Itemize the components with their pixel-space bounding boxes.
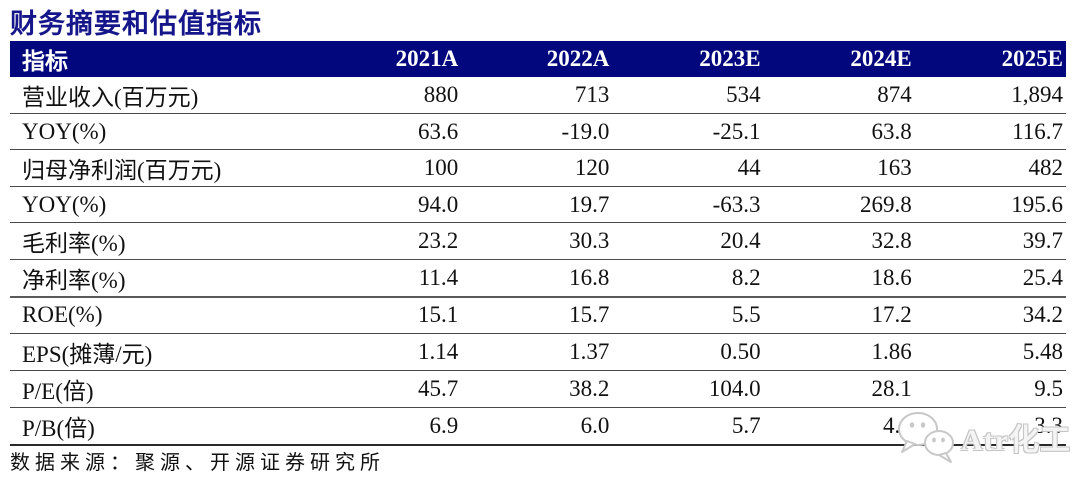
value-cell: 120 (461, 149, 613, 187)
value-cell: 1.14 (310, 333, 462, 371)
row-label-cell: 净利率(%) (10, 259, 310, 298)
value-cell: 5.5 (612, 297, 764, 334)
value-cell: 63.8 (763, 113, 915, 150)
value-cell: 874 (763, 77, 915, 114)
row-label-cell: YOY(%) (10, 186, 310, 223)
row-label-cell: EPS(摊薄/元) (10, 333, 310, 371)
page-title: 财务摘要和估值指标 (10, 9, 262, 39)
value-cell: 20.4 (612, 222, 764, 260)
value-cell: 17.2 (763, 297, 915, 334)
data-source: 数据来源：聚源、开源证券研究所 (10, 452, 385, 474)
table-row: 毛利率(%) 23.2 30.3 20.4 32.8 39.7 (10, 222, 1066, 260)
table-row: EPS(摊薄/元) 1.14 1.37 0.50 1.86 5.48 (10, 333, 1066, 371)
row-label-cell: 营业收入(百万元) (10, 77, 310, 114)
table-row: P/E(倍) 45.7 38.2 104.0 28.1 9.5 (10, 370, 1066, 408)
row-label-cell: YOY(%) (10, 113, 310, 150)
value-cell: 63.6 (310, 113, 462, 150)
value-cell: 9.5 (914, 370, 1066, 408)
value-cell: 6.9 (310, 407, 462, 446)
row-label-cell: 毛利率(%) (10, 222, 310, 260)
value-cell: 94.0 (310, 186, 462, 223)
value-cell: 116.7 (914, 113, 1066, 150)
header-cell-year: 2023E (699, 46, 761, 71)
row-label-cell: ROE(%) (10, 297, 310, 334)
value-cell: -19.0 (461, 113, 613, 150)
value-cell: 713 (461, 77, 613, 114)
table-row: 归母净利润(百万元) 100 120 44 163 482 (10, 149, 1066, 187)
value-cell: 15.1 (310, 297, 462, 334)
value-cell: 100 (310, 149, 462, 187)
value-cell: 6.0 (461, 407, 613, 446)
value-cell: 104.0 (612, 370, 764, 408)
watermark-text: Atr化工 (961, 424, 1071, 457)
table-row: YOY(%) 94.0 19.7 -63.3 269.8 195.6 (10, 186, 1066, 223)
table-row: 净利率(%) 11.4 16.8 8.2 18.6 25.4 (10, 259, 1066, 298)
value-cell: 32.8 (763, 222, 915, 260)
value-cell: -63.3 (612, 186, 764, 223)
value-cell: 880 (310, 77, 462, 114)
financial-summary-table: 指标 2021A 2022A 2023E 2024E 2025E 营业收入(百万元) 880… (10, 41, 1066, 446)
value-cell: 269.8 (763, 186, 915, 223)
value-cell: 534 (612, 77, 764, 114)
table-body: 营业收入(百万元) 880 713 534 874 1,894 YOY(%) 63.6 -19.… (10, 77, 1066, 446)
table-row: ROE(%) 15.1 15.7 5.5 17.2 34.2 (10, 297, 1066, 334)
value-cell: 0.50 (612, 333, 764, 371)
header-cell-year: 2025E (1001, 46, 1063, 71)
value-cell: 23.2 (310, 222, 462, 260)
value-cell: 38.2 (461, 370, 613, 408)
value-cell: 34.2 (914, 297, 1066, 334)
header-cell-year: 2021A (395, 46, 459, 71)
value-cell: 1.86 (763, 333, 915, 371)
header-cell-year: 2022A (546, 46, 610, 71)
table-row: 营业收入(百万元) 880 713 534 874 1,894 (10, 77, 1066, 114)
value-cell: 15.7 (461, 297, 613, 334)
value-cell: 1.37 (461, 333, 613, 371)
wechat-icon (898, 412, 954, 463)
value-cell: 19.7 (461, 186, 613, 223)
value-cell: 5.7 (612, 407, 764, 446)
value-cell: 5.48 (914, 333, 1066, 371)
table-row: YOY(%) 63.6 -19.0 -25.1 63.8 116.7 (10, 113, 1066, 150)
value-cell: 30.3 (461, 222, 613, 260)
value-cell: 1,894 (914, 77, 1066, 114)
row-label-cell: P/B(倍) (10, 407, 310, 446)
value-cell: 28.1 (763, 370, 915, 408)
table-row: P/B(倍) 6.9 6.0 5.7 4.9 3.3 (10, 407, 1066, 446)
value-cell: 482 (914, 149, 1066, 187)
value-cell: -25.1 (612, 113, 764, 150)
header-cell-year: 2024E (850, 46, 912, 71)
table-header: 指标 2021A 2022A 2023E 2024E 2025E (10, 41, 1066, 77)
value-cell: 16.8 (461, 259, 613, 298)
value-cell: 163 (763, 149, 915, 187)
watermark: Atr化工 (893, 406, 1071, 468)
header-cell-indicator: 指标 (22, 49, 68, 74)
table-header-row: 指标 2021A 2022A 2023E 2024E 2025E (10, 41, 1066, 77)
value-cell: 44 (612, 149, 764, 187)
value-cell: 39.7 (914, 222, 1066, 260)
value-cell: 25.4 (914, 259, 1066, 298)
value-cell: 4.9 (763, 407, 915, 446)
value-cell: 195.6 (914, 186, 1066, 223)
value-cell: 8.2 (612, 259, 764, 298)
value-cell: 45.7 (310, 370, 462, 408)
value-cell: 18.6 (763, 259, 915, 298)
row-label-cell: P/E(倍) (10, 370, 310, 408)
value-cell: 11.4 (310, 259, 462, 298)
row-label-cell: 归母净利润(百万元) (10, 149, 310, 187)
